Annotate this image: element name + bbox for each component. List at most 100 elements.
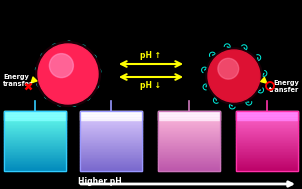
Circle shape <box>218 58 239 79</box>
Bar <box>158 144 220 146</box>
Bar <box>80 123 142 125</box>
Bar <box>236 123 298 125</box>
Bar <box>236 160 298 162</box>
Bar <box>80 117 142 119</box>
Bar <box>4 132 66 133</box>
Bar <box>4 123 66 125</box>
Bar <box>80 122 142 123</box>
Bar <box>236 152 298 153</box>
Bar <box>158 136 220 138</box>
Bar <box>158 125 220 126</box>
Bar <box>4 153 66 154</box>
Bar <box>158 146 220 147</box>
Bar <box>236 154 298 156</box>
Circle shape <box>38 44 98 104</box>
Bar <box>236 120 298 122</box>
Bar <box>80 133 142 135</box>
Bar <box>4 141 66 143</box>
Bar <box>80 113 142 115</box>
Bar <box>4 159 66 160</box>
Bar <box>80 146 142 147</box>
Bar <box>158 154 220 156</box>
Text: Energy
transfer: Energy transfer <box>3 74 33 88</box>
Bar <box>158 159 220 160</box>
Bar <box>4 167 66 168</box>
Bar <box>4 111 66 171</box>
Bar <box>4 149 66 150</box>
Bar <box>4 146 66 147</box>
Bar <box>158 163 220 165</box>
Bar <box>80 115 142 117</box>
Bar <box>158 115 220 117</box>
Bar <box>4 157 66 159</box>
Bar <box>158 165 220 167</box>
Bar <box>80 152 142 153</box>
Bar <box>158 149 220 150</box>
Bar <box>4 111 66 112</box>
Bar <box>158 122 220 123</box>
Bar <box>80 159 142 160</box>
Bar <box>4 126 66 128</box>
Bar <box>236 130 298 132</box>
Bar <box>80 120 142 122</box>
Bar <box>4 144 66 146</box>
Bar <box>80 111 142 112</box>
Bar <box>4 150 66 152</box>
Bar <box>236 126 298 128</box>
Bar <box>236 139 298 141</box>
Bar <box>80 116 142 118</box>
Bar <box>4 115 66 116</box>
Bar <box>158 118 220 120</box>
Bar <box>158 120 220 122</box>
Bar <box>158 117 220 119</box>
Bar <box>4 115 66 117</box>
Bar <box>80 141 142 143</box>
Bar <box>80 143 142 144</box>
Bar <box>4 116 66 118</box>
Bar <box>236 138 298 139</box>
Bar <box>4 120 66 122</box>
Bar <box>80 153 142 154</box>
Bar <box>4 147 66 149</box>
Text: Energy
transfer: Energy transfer <box>269 81 299 94</box>
Bar <box>158 168 220 170</box>
Bar <box>80 160 142 162</box>
Bar <box>236 141 298 143</box>
Bar <box>236 150 298 152</box>
Bar <box>236 168 298 170</box>
Bar <box>236 147 298 149</box>
Bar <box>80 125 142 126</box>
Bar <box>80 157 142 159</box>
Circle shape <box>36 42 100 106</box>
Bar <box>4 139 66 141</box>
Bar <box>80 165 142 167</box>
Bar <box>236 113 298 115</box>
Bar <box>80 114 142 115</box>
Bar <box>236 119 298 120</box>
Bar <box>158 150 220 152</box>
Bar <box>4 160 66 162</box>
Bar <box>236 157 298 159</box>
Bar <box>80 147 142 149</box>
Circle shape <box>206 48 262 104</box>
Bar <box>236 118 298 120</box>
Bar <box>4 130 66 132</box>
Bar <box>236 163 298 165</box>
Bar <box>236 165 298 167</box>
Bar <box>4 143 66 144</box>
Bar <box>4 136 66 138</box>
Bar <box>158 162 220 163</box>
Bar <box>4 128 66 129</box>
Bar <box>80 115 142 116</box>
Bar <box>4 168 66 170</box>
Bar <box>158 111 220 171</box>
Bar <box>4 152 66 153</box>
Bar <box>80 118 142 120</box>
Bar <box>158 115 220 116</box>
Bar <box>236 122 298 123</box>
Bar <box>158 112 220 114</box>
Bar <box>236 111 298 112</box>
Bar <box>158 128 220 129</box>
Bar <box>4 118 66 120</box>
Bar <box>4 156 66 157</box>
